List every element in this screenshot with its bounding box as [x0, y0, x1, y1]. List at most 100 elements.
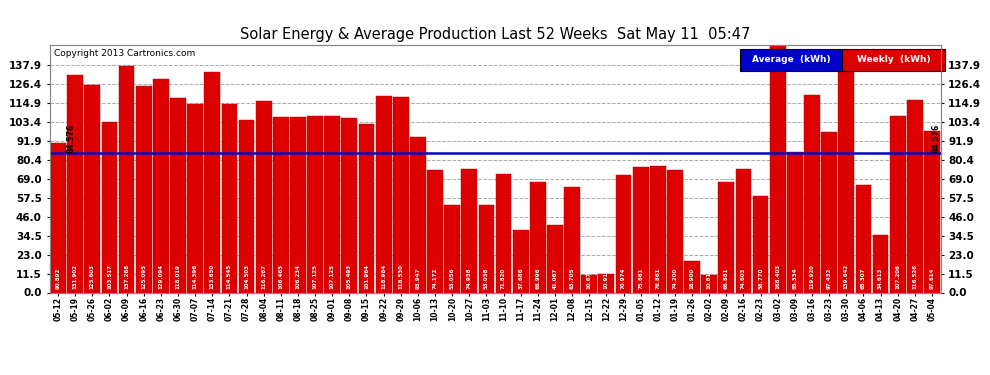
Text: 97.614: 97.614 [930, 268, 935, 289]
Bar [358, 124, 374, 292]
Text: 10.671: 10.671 [587, 268, 592, 289]
Bar [445, 205, 460, 292]
Bar [890, 116, 906, 292]
Text: 139.642: 139.642 [843, 264, 848, 289]
Text: 90.892: 90.892 [55, 268, 60, 289]
Text: 18.900: 18.900 [690, 268, 695, 289]
Text: 125.095: 125.095 [142, 264, 147, 289]
Bar [325, 116, 341, 292]
Text: 63.705: 63.705 [569, 268, 574, 289]
FancyBboxPatch shape [842, 49, 945, 71]
Bar [342, 118, 357, 292]
Text: 70.974: 70.974 [621, 268, 626, 289]
Text: 133.650: 133.650 [210, 264, 215, 289]
Text: Average  (kWh): Average (kWh) [752, 56, 831, 64]
Text: 104.503: 104.503 [245, 264, 249, 289]
Text: 71.820: 71.820 [501, 268, 506, 289]
Bar [136, 86, 151, 292]
Text: 116.267: 116.267 [261, 264, 266, 289]
Bar [684, 261, 700, 292]
Bar [376, 96, 391, 292]
Bar [255, 100, 271, 292]
Text: 10.918: 10.918 [604, 268, 609, 289]
FancyBboxPatch shape [740, 49, 842, 71]
Bar [804, 94, 820, 292]
Text: 58.770: 58.770 [758, 268, 763, 289]
Bar [307, 116, 323, 292]
Bar [461, 169, 477, 292]
Text: 34.613: 34.613 [878, 268, 883, 289]
Bar [547, 225, 563, 292]
Text: 105.493: 105.493 [346, 264, 351, 289]
Bar [907, 100, 923, 292]
Bar [855, 185, 871, 292]
Text: 129.094: 129.094 [158, 264, 163, 289]
Text: 97.432: 97.432 [827, 268, 832, 289]
Bar [872, 236, 888, 292]
Text: 131.902: 131.902 [72, 264, 77, 289]
Bar [513, 230, 529, 292]
Text: 41.067: 41.067 [552, 268, 557, 289]
Text: 65.307: 65.307 [861, 268, 866, 289]
Text: 118.530: 118.530 [398, 264, 403, 289]
Bar [633, 167, 648, 292]
Bar [616, 176, 632, 292]
Bar [50, 142, 66, 292]
Text: 53.038: 53.038 [484, 268, 489, 289]
Text: 10.813: 10.813 [707, 268, 712, 289]
Bar [667, 170, 683, 292]
Text: 76.861: 76.861 [655, 268, 660, 289]
Text: 119.920: 119.920 [810, 264, 815, 289]
Bar [581, 275, 597, 292]
Bar [67, 75, 83, 292]
Bar [427, 170, 443, 292]
Text: 84.576: 84.576 [66, 124, 75, 153]
Bar [222, 104, 238, 292]
Text: 118.019: 118.019 [175, 264, 180, 289]
Text: 118.984: 118.984 [381, 264, 386, 289]
Bar [187, 104, 203, 292]
Bar [564, 188, 580, 292]
Text: 106.234: 106.234 [295, 264, 300, 289]
Bar [204, 72, 220, 292]
Bar [770, 15, 786, 292]
Bar [393, 97, 409, 292]
Title: Solar Energy & Average Production Last 52 Weeks  Sat May 11  05:47: Solar Energy & Average Production Last 5… [240, 27, 750, 42]
Bar [701, 274, 717, 292]
Text: 93.947: 93.947 [416, 268, 421, 289]
Bar [787, 152, 803, 292]
Bar [410, 138, 426, 292]
Text: 74.603: 74.603 [741, 268, 745, 289]
Bar [273, 117, 289, 292]
Text: Copyright 2013 Cartronics.com: Copyright 2013 Cartronics.com [53, 49, 195, 58]
Bar [478, 205, 494, 292]
Text: 114.396: 114.396 [193, 264, 198, 289]
Text: 168.403: 168.403 [775, 264, 780, 289]
Text: 107.125: 107.125 [313, 264, 318, 289]
Bar [239, 120, 254, 292]
Bar [84, 85, 100, 292]
Text: 107.206: 107.206 [895, 264, 900, 289]
Bar [924, 131, 940, 292]
Bar [839, 62, 854, 292]
Bar [290, 117, 306, 292]
Text: 107.125: 107.125 [330, 264, 335, 289]
Bar [153, 80, 168, 292]
Bar [119, 66, 135, 292]
Text: 74.200: 74.200 [672, 268, 677, 289]
Bar [496, 174, 512, 292]
Bar [822, 132, 837, 292]
Text: 84.576: 84.576 [932, 124, 940, 153]
Bar [102, 122, 118, 292]
Text: 74.172: 74.172 [433, 268, 438, 289]
Text: 137.268: 137.268 [124, 264, 129, 289]
Bar [719, 182, 735, 292]
Text: 37.686: 37.686 [518, 268, 523, 289]
Text: 74.938: 74.938 [467, 268, 472, 289]
Text: 106.465: 106.465 [278, 264, 283, 289]
Text: 85.334: 85.334 [792, 268, 797, 289]
Bar [170, 98, 186, 292]
Bar [530, 182, 545, 292]
Text: 66.881: 66.881 [724, 268, 729, 289]
Text: 75.861: 75.861 [639, 268, 644, 289]
